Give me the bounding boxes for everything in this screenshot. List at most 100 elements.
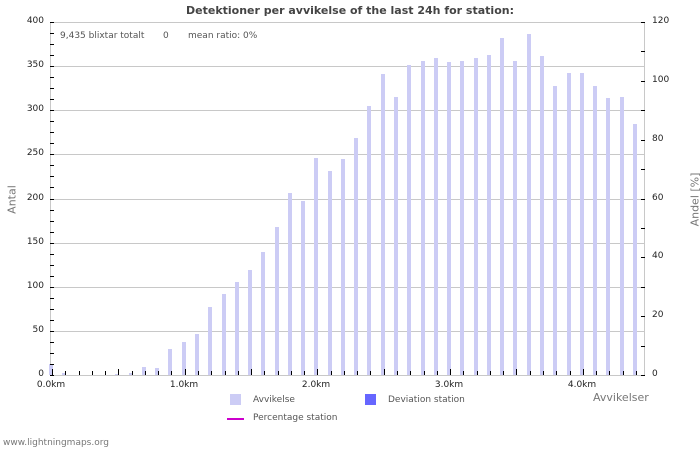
bar — [235, 282, 239, 375]
station-count-label: 0 — [163, 31, 169, 41]
x-tick-label: 2.0km — [301, 380, 331, 390]
legend-label-avvikelse: Avvikelse — [253, 395, 295, 405]
x-tick-mark — [264, 371, 265, 375]
x-tick-mark — [317, 369, 318, 375]
x-tick-mark — [158, 371, 159, 375]
x-tick-mark — [171, 371, 172, 375]
bar — [288, 193, 292, 375]
y-tick-label-right: 80 — [652, 134, 664, 144]
x-tick-mark — [636, 371, 637, 375]
y-tick-mark-left — [50, 309, 54, 310]
y-tick-mark-right — [641, 169, 645, 170]
x-tick-mark — [145, 371, 146, 375]
bar — [182, 342, 186, 375]
bar — [129, 373, 133, 375]
x-tick-mark — [304, 371, 305, 375]
legend-label-deviation-station: Deviation station — [388, 395, 465, 405]
y-axis-title-left: Antal — [5, 185, 19, 214]
bar — [460, 61, 464, 375]
bar — [474, 58, 478, 375]
bar — [434, 58, 438, 375]
y-tick-label-left: 0 — [38, 369, 44, 379]
x-tick-mark — [344, 371, 345, 375]
bar — [394, 97, 398, 375]
gridline — [50, 199, 645, 200]
x-tick-mark — [397, 371, 398, 375]
y-tick-mark-right — [641, 287, 645, 288]
y-tick-mark-left — [50, 320, 54, 321]
x-tick-mark — [424, 371, 425, 375]
x-tick-mark — [609, 371, 610, 375]
y-tick-mark-right — [641, 140, 645, 141]
bar — [275, 227, 279, 375]
x-tick-mark — [238, 371, 239, 375]
bar — [62, 373, 66, 375]
bar — [354, 138, 358, 375]
x-axis-line — [50, 375, 645, 376]
y-tick-mark-right — [641, 316, 645, 317]
bar — [248, 270, 252, 375]
x-tick-label: 0.0km — [36, 380, 66, 390]
gridline — [50, 243, 645, 244]
x-tick-mark — [437, 371, 438, 375]
y-tick-mark-left — [50, 132, 54, 133]
x-tick-mark — [623, 371, 624, 375]
bar — [580, 73, 584, 375]
y-tick-mark-left — [50, 55, 54, 56]
x-tick-mark — [92, 371, 93, 375]
y-tick-mark-left — [50, 342, 54, 343]
total-strikes-label: 9,435 blixtar totalt — [60, 31, 145, 41]
x-tick-mark — [79, 371, 80, 375]
bar — [195, 334, 199, 375]
y-tick-label-right: 40 — [652, 251, 664, 261]
bar — [553, 86, 557, 375]
y-tick-mark-left — [50, 375, 54, 376]
x-tick-mark — [596, 371, 597, 375]
y-tick-label-left: 150 — [26, 237, 44, 247]
gridline — [50, 110, 645, 111]
y-tick-label-left: 100 — [26, 281, 44, 291]
bar — [567, 73, 571, 375]
bar — [341, 159, 345, 375]
x-tick-mark — [211, 371, 212, 375]
y-tick-mark-left — [50, 221, 54, 222]
x-tick-mark — [477, 371, 478, 375]
x-tick-mark — [556, 371, 557, 375]
plot-area — [50, 22, 645, 375]
y-tick-mark-left — [50, 199, 54, 200]
y-tick-mark-left — [50, 165, 54, 166]
bar — [500, 38, 504, 375]
footer-credit: www.lightningmaps.org — [3, 438, 109, 448]
y-tick-label-right: 20 — [652, 310, 664, 320]
x-axis-title: Avvikelser — [593, 391, 649, 404]
y-tick-mark-right — [641, 81, 645, 82]
gridline — [50, 66, 645, 67]
y-tick-label-left: 200 — [26, 193, 44, 203]
x-tick-mark — [570, 371, 571, 375]
y-tick-mark-left — [50, 254, 54, 255]
bar — [328, 171, 332, 375]
x-tick-mark — [291, 371, 292, 375]
y-tick-mark-left — [50, 77, 54, 78]
bar — [593, 86, 597, 375]
bar — [381, 74, 385, 375]
y-tick-label-right: 100 — [652, 75, 670, 85]
x-tick-mark — [225, 371, 226, 375]
x-tick-mark — [384, 369, 385, 375]
x-tick-mark — [410, 371, 411, 375]
y-tick-mark-left — [50, 210, 54, 211]
bar — [487, 55, 491, 375]
x-tick-mark — [463, 371, 464, 375]
y-tick-mark-left — [50, 44, 54, 45]
y-tick-mark-left — [50, 66, 54, 67]
x-tick-mark — [543, 371, 544, 375]
y-tick-mark-left — [50, 88, 54, 89]
bar — [168, 349, 172, 375]
x-tick-mark — [251, 369, 252, 375]
y-tick-mark-left — [50, 287, 54, 288]
x-tick-mark — [516, 369, 517, 375]
x-tick-mark — [490, 371, 491, 375]
y-tick-mark-right — [641, 199, 645, 200]
y-tick-mark-left — [50, 22, 54, 23]
gridline — [50, 331, 645, 332]
